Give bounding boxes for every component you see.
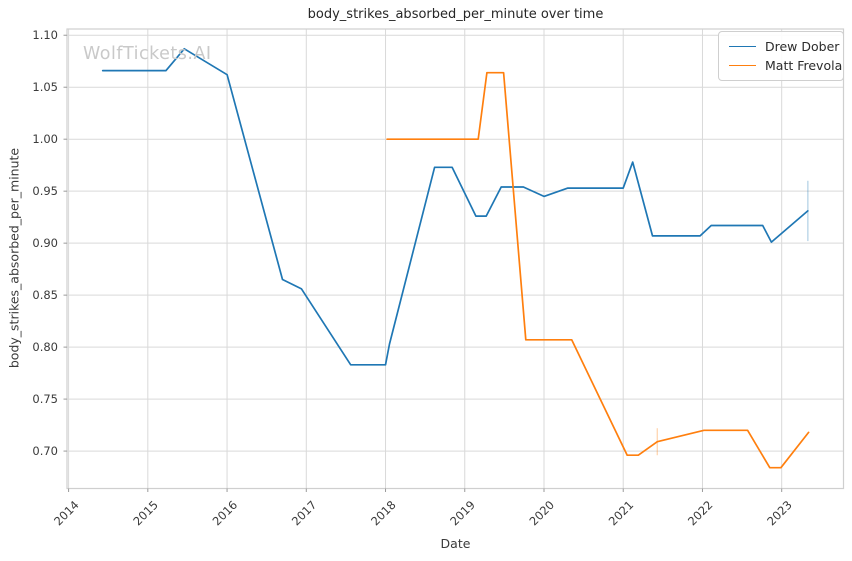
x-tick-label-2021: 2021 xyxy=(606,498,637,529)
legend-label-matt-frevola: Matt Frevola xyxy=(765,58,843,73)
y-tick-label-0.85: 0.85 xyxy=(32,288,58,302)
series-line-drew-dober xyxy=(101,47,809,366)
x-tick-label-2015: 2015 xyxy=(130,498,161,529)
series-line-matt-frevola xyxy=(386,71,810,469)
watermark: WolfTickets.AI xyxy=(83,44,212,64)
legend-label-drew-dober: Drew Dober xyxy=(765,39,840,54)
y-tick-label-0.70: 0.70 xyxy=(32,444,58,458)
y-tick-label-0.95: 0.95 xyxy=(32,184,58,198)
legend-entry-drew-dober: Drew Dober xyxy=(725,37,840,56)
x-tick-label-2023: 2023 xyxy=(764,498,795,529)
x-axis-label: Date xyxy=(440,536,471,551)
x-tick-label-2019: 2019 xyxy=(447,498,478,529)
plot-border xyxy=(66,28,845,490)
y-tick-label-0.90: 0.90 xyxy=(32,236,58,250)
y-tick-label-1.10: 1.10 xyxy=(32,28,58,42)
x-tick-label-2018: 2018 xyxy=(368,498,399,529)
y-tick-label-1.05: 1.05 xyxy=(32,80,58,94)
legend: Drew Dober Matt Frevola xyxy=(718,31,844,81)
x-tick-label-2017: 2017 xyxy=(289,498,320,529)
y-tick-label-0.75: 0.75 xyxy=(32,392,58,406)
y-tick-label-0.80: 0.80 xyxy=(32,340,58,354)
legend-line-swatch-drew-dober xyxy=(729,46,756,47)
chart-title: body_strikes_absorbed_per_minute over ti… xyxy=(307,7,604,22)
legend-line-swatch-matt-frevola xyxy=(729,65,756,66)
x-tick-label-2016: 2016 xyxy=(210,498,241,529)
x-tick-label-2020: 2020 xyxy=(527,498,558,529)
legend-entry-matt-frevola: Matt Frevola xyxy=(725,56,842,75)
y-axis-label: body_strikes_absorbed_per_minute xyxy=(6,147,22,369)
x-tick-label-2022: 2022 xyxy=(685,498,716,529)
y-tick-label-1.00: 1.00 xyxy=(32,132,58,146)
x-tick-label-2014: 2014 xyxy=(51,498,82,529)
